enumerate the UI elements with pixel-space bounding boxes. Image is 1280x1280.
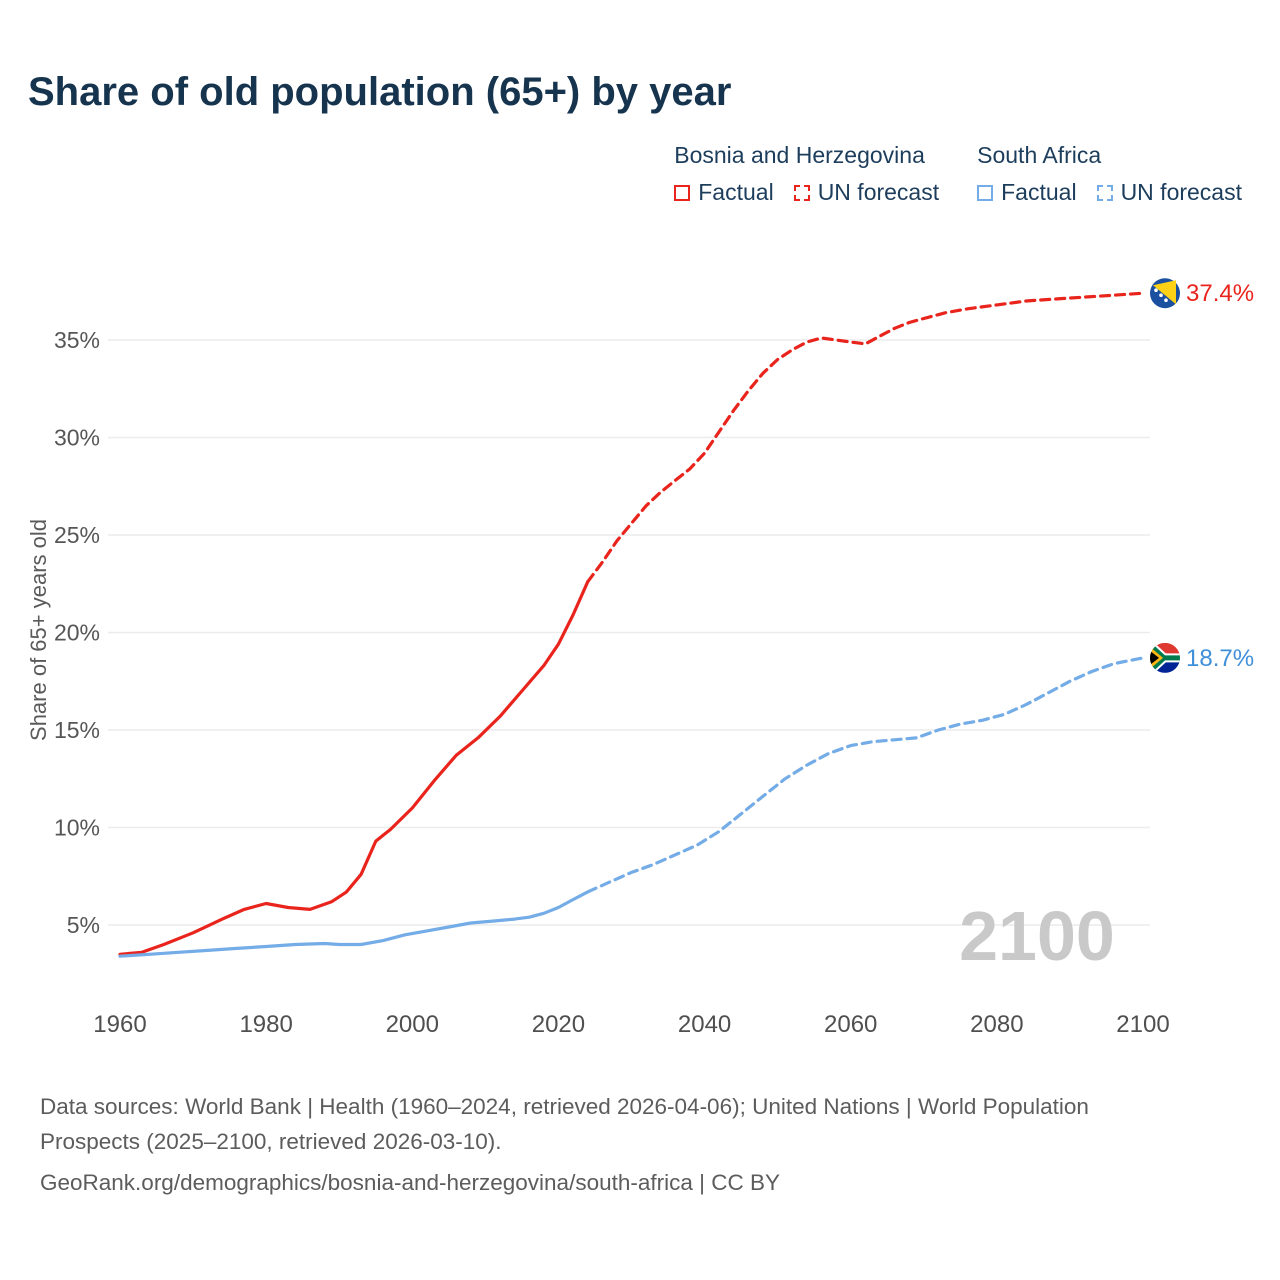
data-sources-text: Data sources: World Bank | Health (1960–… xyxy=(40,1094,1089,1154)
series-line xyxy=(118,890,590,958)
series-line xyxy=(586,291,1145,584)
x-tick-label: 2060 xyxy=(824,1011,877,1038)
legend-group-name: South Africa xyxy=(977,142,1102,168)
series-line xyxy=(118,580,590,956)
legend-item-forecast[interactable]: UN forecast xyxy=(793,179,940,206)
legend-item-forecast[interactable]: UN forecast xyxy=(1096,179,1242,206)
dashed-line-swatch-icon xyxy=(793,184,810,201)
end-value-label: 37.4% xyxy=(1186,280,1254,307)
x-tick-label: 2080 xyxy=(970,1011,1023,1038)
page-title: Share of old population (65+) by year xyxy=(28,70,732,114)
solid-line-swatch-icon xyxy=(674,184,691,201)
legend-items: Factual UN forecast xyxy=(674,179,939,206)
flag-triangle xyxy=(1153,280,1176,305)
y-tick-label: 10% xyxy=(54,815,100,841)
x-tick-label: 2000 xyxy=(386,1011,439,1038)
y-tick-label: 30% xyxy=(54,425,100,451)
x-tick-label: 2100 xyxy=(1116,1011,1169,1038)
end-value-label: 18.7% xyxy=(1186,645,1254,672)
attribution-link: GeoRank.org/demographics/bosnia-and-herz… xyxy=(40,1169,780,1195)
legend-item-factual[interactable]: Factual xyxy=(977,179,1077,206)
legend-item-label: Factual xyxy=(698,179,774,205)
y-tick-label: 20% xyxy=(54,620,100,646)
y-tick-label: 5% xyxy=(67,912,100,938)
legend-item-label: Factual xyxy=(1001,179,1077,205)
y-tick-label: 15% xyxy=(54,717,100,743)
legend-item-factual[interactable]: Factual xyxy=(674,179,774,206)
y-tick-label: 25% xyxy=(54,522,100,548)
flag-star xyxy=(1154,288,1158,292)
x-tick-label: 1960 xyxy=(93,1011,146,1038)
legend: Bosnia and Herzegovina Factual UN foreca… xyxy=(674,142,1242,206)
legend-group-name: Bosnia and Herzegovina xyxy=(674,142,925,168)
legend-item-label: UN forecast xyxy=(1120,179,1242,205)
south-africa-flag-icon xyxy=(1150,642,1180,673)
solid-line-swatch-icon xyxy=(977,184,994,201)
legend-group-bosnia: Bosnia and Herzegovina Factual UN foreca… xyxy=(674,142,939,206)
y-axis-label: Share of 65+ years old xyxy=(26,519,51,741)
flag-star xyxy=(1159,293,1163,297)
watermark-year: 2100 xyxy=(959,897,1115,975)
end-marker xyxy=(1150,278,1180,309)
dashed-line-swatch-icon xyxy=(1096,184,1113,201)
legend-item-label: UN forecast xyxy=(817,179,940,205)
y-tick-label: 35% xyxy=(54,327,100,353)
x-tick-label: 1980 xyxy=(239,1011,292,1038)
end-marker xyxy=(1150,642,1180,673)
legend-group-south-africa: South Africa Factual UN forecast xyxy=(977,142,1242,206)
footer: Data sources: World Bank | Health (1960–… xyxy=(40,1090,1170,1207)
x-tick-label: 2040 xyxy=(678,1011,731,1038)
x-tick-label: 2020 xyxy=(532,1011,585,1038)
flag-star xyxy=(1164,298,1168,302)
legend-items: Factual UN forecast xyxy=(977,179,1242,206)
series-line xyxy=(586,656,1145,894)
